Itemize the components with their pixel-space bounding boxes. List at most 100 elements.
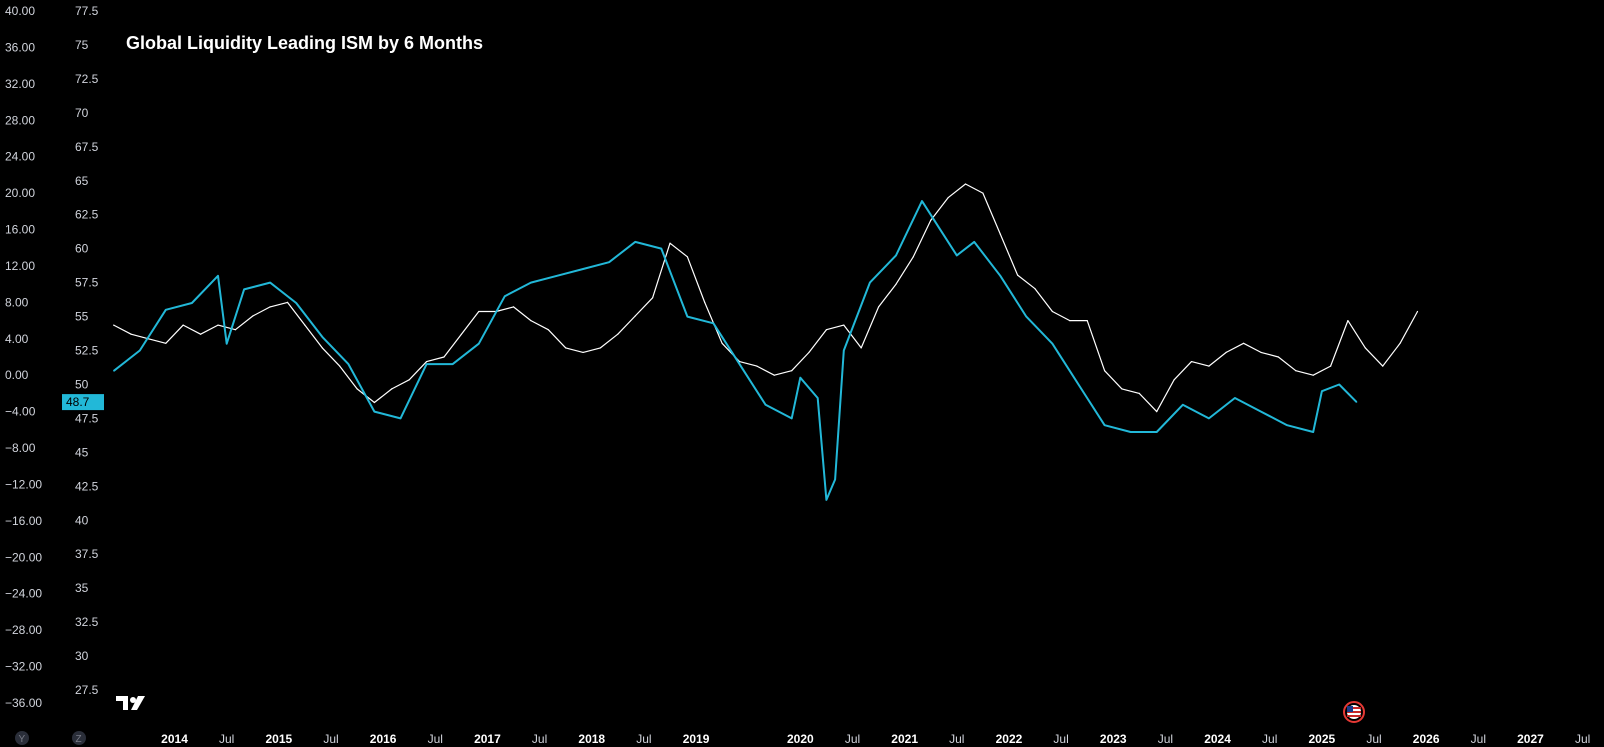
us-flag-icon[interactable] [1343,701,1365,723]
series-point [869,282,871,284]
series-point [530,320,532,322]
time-tick-label: Jul [1575,732,1590,746]
series-point [938,227,941,229]
time-tick-label: Jul [636,732,651,746]
time-tick-label: Jul [949,732,964,746]
time-tick-label: 2023 [1100,732,1127,746]
series-point [1312,431,1314,433]
series-point [1121,388,1123,390]
time-tick-label: Jul [532,732,547,746]
series-point [921,200,923,202]
series-point [130,333,132,335]
series-point [738,363,741,365]
series-point [895,283,897,285]
time-tick-label: 2019 [683,732,710,746]
series-point [1208,365,1210,367]
series-point [634,315,636,317]
left-tick-label: −12.00 [5,477,42,491]
time-tick-label: 2022 [996,732,1023,746]
series-point [1156,431,1158,433]
right-tick-label: 67.5 [75,140,99,154]
series-point [1077,383,1080,386]
series-point [660,248,662,250]
tradingview-logo[interactable] [116,696,145,710]
plot-area[interactable] [113,183,1419,501]
series-point [982,192,984,194]
time-tick-label: Jul [1053,732,1068,746]
series-point [895,254,897,256]
right-tick-label: 65 [75,174,89,188]
right-tick-label: 77.5 [75,4,99,18]
series-point [356,388,358,390]
logo-dot [130,697,136,703]
series-point [686,256,689,258]
time-tick-label: Jul [219,732,234,746]
series-point [139,349,141,352]
series-point [765,404,767,406]
z-scale-button[interactable]: Z [72,731,86,745]
logo-mark [116,696,128,710]
series-point [391,388,393,390]
series-point [304,324,306,326]
right-tick-label: 27.5 [75,683,99,697]
series-point [1025,316,1027,318]
series-point [269,282,271,284]
series-point [704,301,706,303]
series-point [1208,417,1210,419]
series-point [843,324,845,326]
series-point [947,197,949,199]
time-tick-label: Jul [1262,732,1277,746]
series-point [426,363,428,365]
left-tick-label: 40.00 [5,4,35,18]
right-tick-label: 55 [75,310,89,324]
series-point [1130,431,1132,433]
series-point [1295,370,1297,372]
left-tick-label: 36.00 [5,40,35,54]
logo-slash [131,696,145,710]
series-point [956,254,958,256]
series-point [1277,356,1279,358]
series-point [269,306,271,308]
series-point [1051,310,1053,313]
series-point [834,478,836,481]
series-point [556,275,558,277]
series-point [669,242,671,244]
left-tick-label: −20.00 [5,550,42,564]
series-point [217,324,219,326]
time-tick-label: 2020 [787,732,814,746]
time-axis[interactable]: 2014 Jul 2015 Jul 2016 Jul 2017 Jul 2018 Jul 2019 2… [161,732,1590,746]
series-point [452,363,454,365]
series-point [1225,351,1227,353]
series-point [608,261,610,263]
series-point [478,310,480,313]
left-tick-label: −36.00 [5,696,42,710]
badge-value: 48.7 [66,395,90,409]
time-tick-label: 2015 [265,732,292,746]
series-point [1051,343,1053,345]
time-tick-label: 2025 [1309,732,1336,746]
series-point [582,268,584,270]
series-line-1[interactable] [113,183,1419,413]
left-axis[interactable]: 40.00 36.00 32.00 28.00 24.00 20.00 16.00 12.00… [5,4,42,710]
series-point [686,316,689,318]
left-tick-label: 32.00 [5,77,35,91]
series-point [113,324,115,326]
left-tick-label: −8.00 [5,441,36,455]
right-tick-label: 35 [75,581,89,595]
y-scale-button[interactable]: Y [15,731,29,745]
y-scale-label: Y [19,734,26,745]
right-axis[interactable]: 77.5 75 72.5 70 67.5 65 62.5 60 57.5 55 52.5 50 47.5… [75,4,99,697]
right-tick-label: 57.5 [75,276,99,290]
right-tick-label: 60 [75,242,89,256]
series-point [321,336,323,338]
series-point [200,333,202,335]
series-point [964,183,967,185]
right-tick-label: 32.5 [75,615,99,629]
left-tick-label: 28.00 [5,113,35,127]
series-point [1347,320,1349,322]
series-point [1382,365,1384,367]
right-tick-label: 50 [75,377,89,391]
series-point [1104,370,1106,372]
